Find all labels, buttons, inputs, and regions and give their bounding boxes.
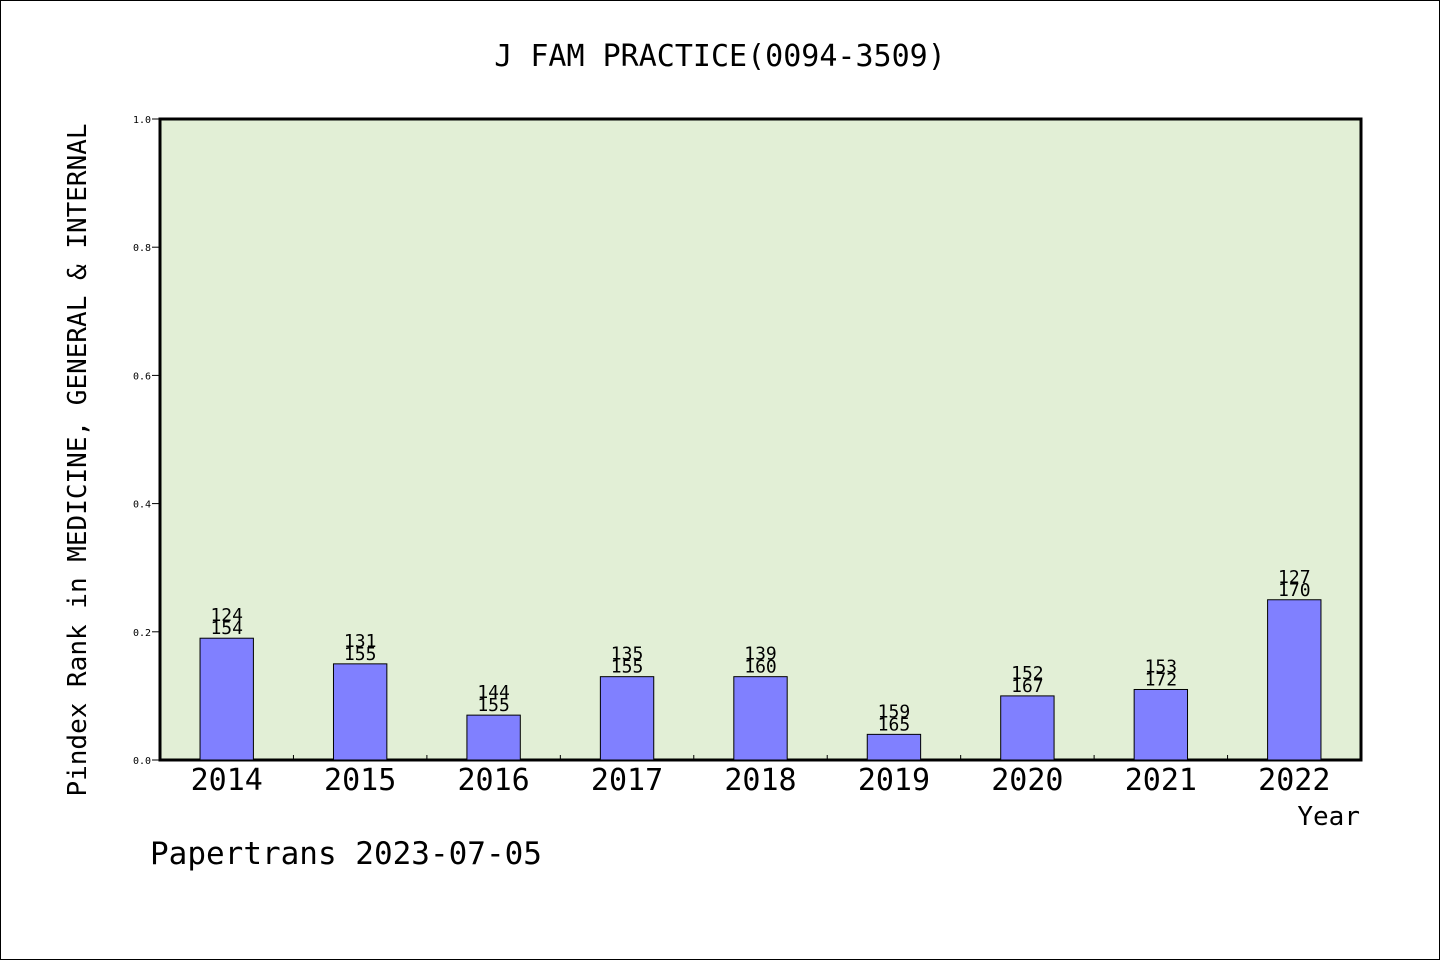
bar-labels-group: 1241541311551441551351551391601591651521…: [210, 567, 1310, 736]
bar-2016: [466, 714, 521, 761]
y-tick-label: 0.0: [133, 756, 151, 767]
bar-2017: [599, 676, 655, 761]
x-tick-label: 2019: [858, 763, 930, 798]
bar-label-bottom: 154: [210, 618, 243, 639]
x-tick-label: 2020: [991, 763, 1063, 798]
bar-label-top: 124: [210, 605, 243, 626]
x-tick-label: 2015: [324, 763, 396, 798]
bar-label-bottom: 170: [1278, 580, 1311, 601]
y-tick-label: 0.8: [133, 243, 151, 254]
bar-label-bottom: 167: [1011, 676, 1044, 697]
bar-label-bottom: 172: [1145, 669, 1178, 690]
y-tick-label: 0.4: [133, 500, 151, 511]
bar-label-top: 153: [1145, 656, 1178, 677]
plot-area: [158, 117, 1363, 762]
x-tick-label: 2021: [1125, 763, 1197, 798]
bar-label-bottom: 165: [878, 714, 911, 735]
x-tick-label: 2014: [191, 763, 263, 798]
bar-label-top: 127: [1278, 567, 1311, 588]
y-axis-label: Pindex Rank in MEDICINE, GENERAL & INTER…: [63, 123, 93, 796]
bar-label-top: 131: [344, 631, 377, 652]
bar-label-top: 159: [878, 701, 911, 722]
x-axis-label: Year: [1297, 802, 1360, 832]
bars-group: [199, 599, 1322, 761]
bar-2020: [1000, 695, 1055, 761]
watermark-text: Papertrans 2023-07-05: [150, 836, 542, 872]
bar-label-top: 135: [611, 644, 644, 665]
x-tick-label: 2018: [724, 763, 796, 798]
bar-2018: [733, 676, 788, 761]
bar-2019: [866, 733, 922, 761]
bar-2022: [1267, 599, 1322, 761]
y-tick-label: 0.6: [133, 371, 151, 382]
x-tick-label: 2017: [591, 763, 663, 798]
bar-2015: [332, 663, 388, 761]
bar-2021: [1133, 688, 1189, 761]
bar-label-bottom: 155: [611, 657, 644, 678]
y-tick-label: 0.2: [133, 628, 151, 639]
y-axis: 0.0 0.2 0.4 0.6 0.8 1.0: [133, 115, 160, 767]
chart-title: J FAM PRACTICE(0094-3509): [494, 39, 946, 74]
bar-label-top: 152: [1011, 663, 1044, 684]
bar-label-bottom: 160: [744, 657, 777, 678]
bar-label-bottom: 155: [344, 644, 377, 665]
x-tick-label: 2016: [457, 763, 529, 798]
bar-2014: [199, 637, 254, 761]
x-tick-label: 2022: [1258, 763, 1330, 798]
x-axis: 2014 2015 2016 2017 2018 2019 2020 2021 2022: [191, 755, 1330, 798]
bar-label-bottom: 155: [477, 695, 510, 716]
bar-label-top: 139: [744, 644, 777, 665]
y-tick-label: 1.0: [133, 115, 151, 126]
bar-label-top: 144: [477, 682, 510, 703]
